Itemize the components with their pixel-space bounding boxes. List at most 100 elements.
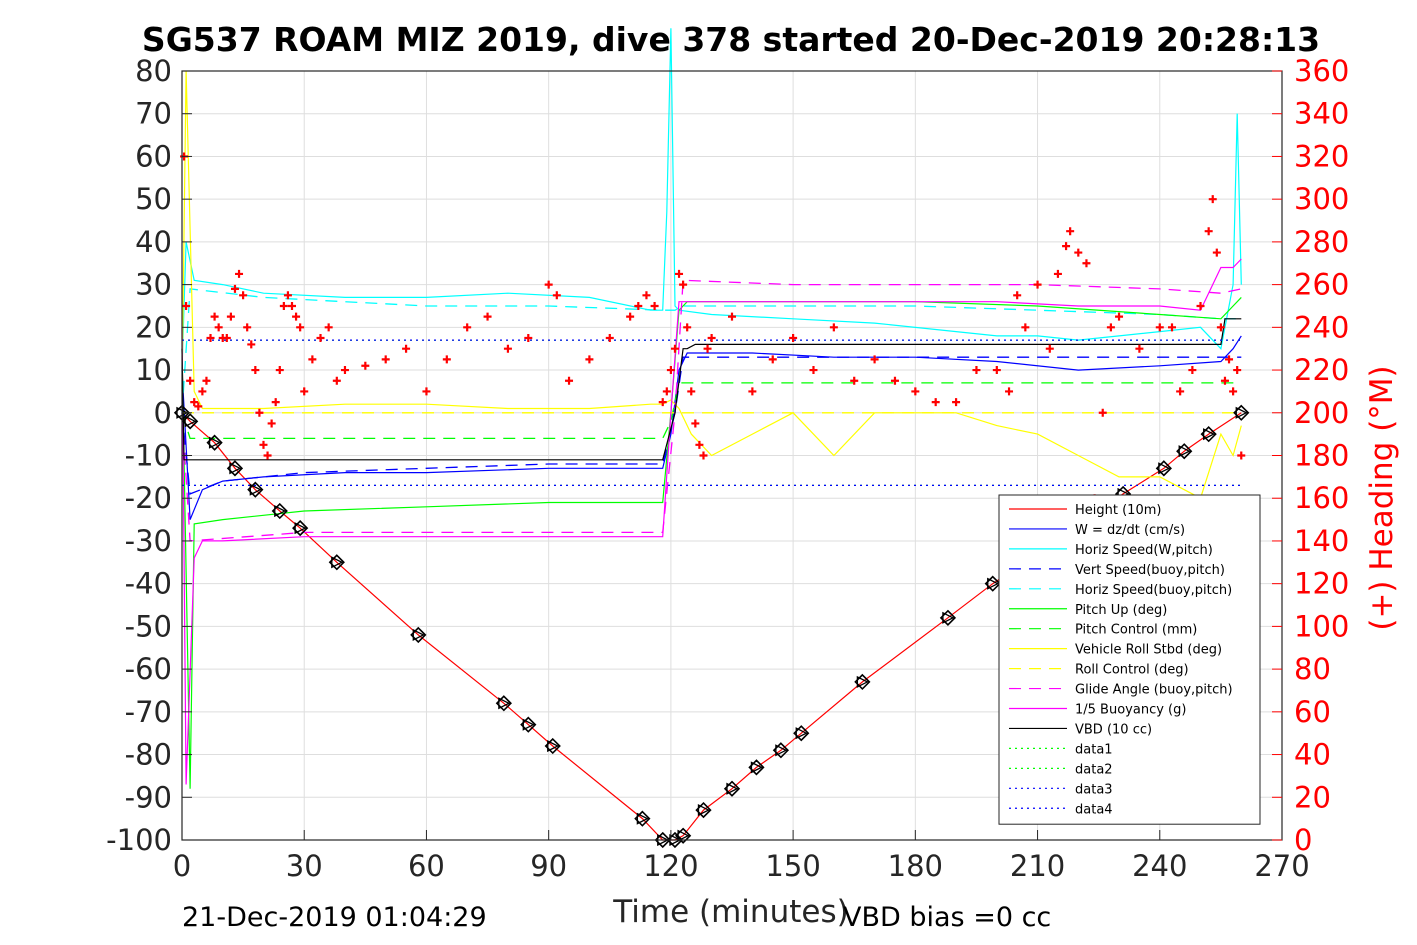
heading-marker [952, 398, 961, 407]
legend-label: Vert Speed(buoy,pitch) [1075, 563, 1225, 578]
x-tick-label: 150 [765, 849, 820, 883]
y-tick-label: -30 [125, 524, 172, 558]
heading-marker [1082, 259, 1091, 268]
heading-marker [1045, 344, 1054, 353]
y-tick-label: 40 [135, 225, 172, 259]
heading-marker [1106, 323, 1115, 332]
y-tick-label: 0 [154, 396, 172, 430]
heading-marker [972, 366, 981, 375]
depth-marker-triangle [795, 727, 808, 740]
depth-marker-triangle [331, 556, 344, 569]
heading-marker [1225, 355, 1234, 364]
y-tick-label: -80 [125, 738, 172, 772]
heading-marker [402, 344, 411, 353]
y-right-tick-label: 180 [1294, 439, 1349, 473]
heading-marker [699, 451, 708, 460]
legend-label: data3 [1075, 782, 1113, 797]
heading-marker [1053, 269, 1062, 278]
heading-marker [565, 376, 574, 385]
heading-marker [239, 291, 248, 300]
depth-marker-triangle [1235, 406, 1248, 419]
heading-marker [650, 301, 659, 310]
y-tick-label: -70 [125, 695, 172, 729]
legend-label: Height (10m) [1075, 503, 1161, 518]
depth-marker-triangle [697, 804, 710, 817]
heading-marker [642, 291, 651, 300]
heading-marker [666, 366, 675, 375]
heading-marker [707, 334, 716, 343]
heading-marker [483, 312, 492, 321]
y-right-tick-label: 160 [1294, 481, 1349, 515]
heading-marker [850, 376, 859, 385]
series-line-3 [181, 356, 1242, 495]
heading-marker [255, 408, 264, 417]
heading-marker [748, 387, 757, 396]
heading-marker [316, 334, 325, 343]
legend-label: VBD (10 cc) [1075, 722, 1152, 737]
heading-marker [1074, 248, 1083, 257]
y-right-tick-label: 80 [1294, 652, 1331, 686]
y-tick-label: -40 [125, 567, 172, 601]
heading-marker [381, 355, 390, 364]
heading-marker [1220, 376, 1229, 385]
y-right-tick-label: 220 [1294, 353, 1349, 387]
heading-marker [243, 323, 252, 332]
legend-label: 1/5 Buoyancy (g) [1075, 703, 1186, 718]
legend-label: Glide Angle (buoy,pitch) [1075, 683, 1233, 698]
depth-marker-triangle [987, 577, 1000, 590]
heading-marker [1062, 242, 1071, 251]
depth-marker-triangle [229, 462, 242, 475]
heading-marker [235, 269, 244, 278]
depth-marker-triangle [249, 483, 262, 496]
y-tick-label: 20 [135, 310, 172, 344]
y-right-tick-label: 280 [1294, 225, 1349, 259]
depth-marker-triangle [677, 829, 690, 842]
y-right-tick-label: 360 [1294, 54, 1349, 88]
series-layer [173, 28, 1250, 849]
heading-marker [728, 312, 736, 321]
chart-title: SG537 ROAM MIZ 2019, dive 378 started 20… [142, 20, 1320, 59]
y-tick-label: -20 [125, 481, 172, 515]
legend-label: data1 [1075, 742, 1113, 757]
y-right-tick-label: 40 [1294, 738, 1331, 772]
series-line-6 [181, 382, 1242, 440]
series-line-9 [181, 279, 1242, 542]
y-right-tick-label: 100 [1294, 609, 1349, 643]
legend-label: Horiz Speed(buoy,pitch) [1075, 583, 1232, 598]
heading-marker [1135, 344, 1144, 353]
series-line-10 [181, 258, 1242, 785]
y-tick-label: -50 [125, 609, 172, 643]
depth-marker-triangle [1158, 462, 1171, 475]
heading-marker [503, 344, 512, 353]
x-tick-label: 270 [1254, 849, 1309, 883]
heading-marker [544, 280, 553, 289]
heading-marker [186, 376, 195, 385]
heading-marker [300, 387, 309, 396]
heading-marker [1155, 323, 1164, 332]
heading-marker [308, 355, 317, 364]
heading-marker [890, 376, 899, 385]
y-tick-label: 80 [135, 54, 172, 88]
series-line-7 [181, 70, 1242, 500]
heading-marker [626, 312, 635, 321]
heading-marker [931, 398, 940, 407]
heading-marker [442, 355, 451, 364]
x-axis-label: Time (minutes) [612, 894, 848, 930]
x-tick-label: 240 [1132, 849, 1187, 883]
y-tick-label: -100 [106, 823, 172, 857]
x-tick-label: 0 [173, 849, 191, 883]
heading-marker [198, 387, 207, 396]
heading-marker [829, 323, 838, 332]
heading-marker [210, 312, 219, 321]
heading-marker [1208, 195, 1217, 204]
x-tick-label: 60 [408, 849, 445, 883]
heading-marker [1204, 227, 1213, 236]
footer-timestamp: 21-Dec-2019 01:04:29 [182, 902, 487, 933]
heading-marker [340, 366, 349, 375]
heading-marker [283, 291, 292, 300]
heading-marker [222, 334, 231, 343]
x-tick-label: 180 [888, 849, 943, 883]
y-right-tick-label: 200 [1294, 396, 1349, 430]
heading-marker [1229, 387, 1238, 396]
heading-marker [911, 387, 920, 396]
